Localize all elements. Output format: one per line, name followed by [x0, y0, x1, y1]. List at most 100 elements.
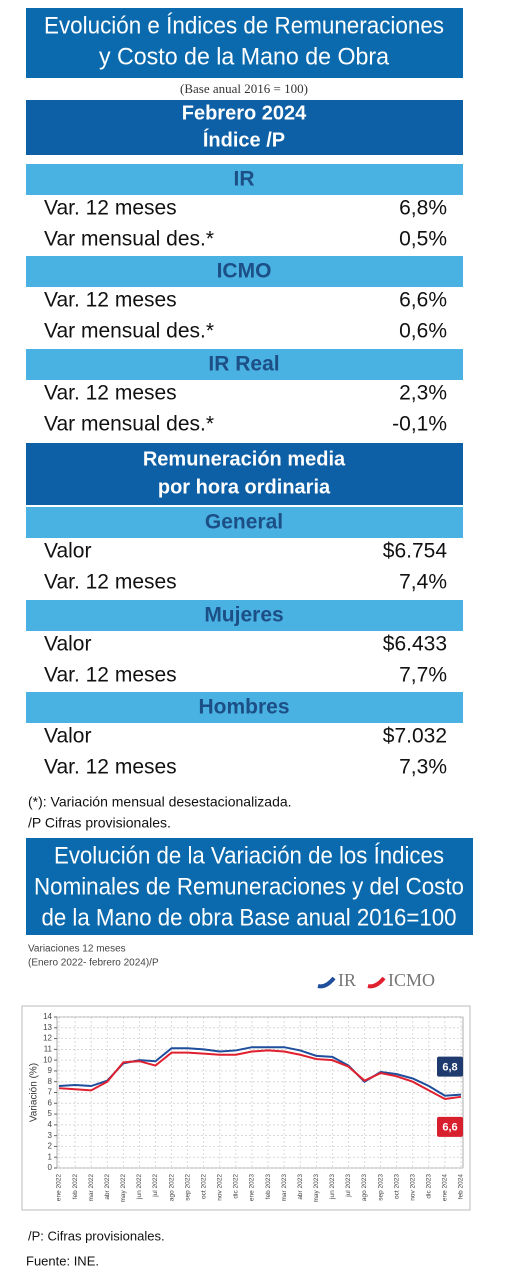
y-tick-label: 5 — [48, 1109, 53, 1118]
group-title: por hora ordinaria — [158, 476, 331, 498]
value-label: 6,8 — [442, 1062, 457, 1074]
row-label: Var mensual des.* — [44, 228, 214, 251]
plot-frame — [21, 1005, 471, 1211]
row-label: Var. 12 meses — [44, 289, 177, 312]
row-value: 7,7% — [399, 664, 447, 687]
x-tick-label: jun 2023 — [329, 1174, 336, 1200]
section-title: ICMO — [217, 260, 272, 283]
x-tick-label: nov 2023 — [409, 1174, 416, 1201]
x-tick-label: ago 2022 — [168, 1174, 175, 1201]
section-header — [26, 600, 463, 631]
base-note: (Base anual 2016 = 100) — [180, 81, 308, 96]
x-tick-label: may 2023 — [313, 1174, 320, 1203]
y-tick-label: 12 — [43, 1034, 52, 1043]
row-label: Var. 12 meses — [44, 197, 177, 220]
section-title: Mujeres — [204, 604, 283, 627]
section-header — [26, 507, 463, 538]
row-label: Valor — [44, 633, 91, 656]
legend-label: IR — [338, 970, 356, 990]
y-tick-label: 13 — [43, 1023, 52, 1032]
row-value: 0,5% — [399, 228, 447, 251]
header-box — [26, 8, 463, 78]
section-title: General — [205, 511, 283, 534]
series-line — [58, 1046, 462, 1097]
row-label: Valor — [44, 725, 91, 748]
chart-title-box — [26, 838, 473, 935]
y-tick-label: 0 — [48, 1163, 53, 1172]
x-tick-label: feb 2024 — [458, 1174, 465, 1200]
y-tick-label: 2 — [48, 1142, 53, 1151]
x-tick-label: feb 2022 — [72, 1174, 79, 1200]
footnote: (*): Variación mensual desestacionalizad… — [28, 794, 292, 810]
y-tick-label: 1 — [48, 1152, 53, 1161]
x-tick-label: dic 2022 — [233, 1174, 240, 1199]
y-tick-label: 9 — [48, 1066, 53, 1075]
x-tick-label: ene 2022 — [56, 1174, 63, 1201]
row-value: 6,8% — [399, 197, 447, 220]
index-label: Índice /P — [203, 128, 285, 151]
y-axis-label: Variación (%) — [29, 1063, 40, 1122]
x-tick-label: feb 2023 — [265, 1174, 272, 1200]
y-tick-label: 4 — [48, 1120, 53, 1129]
y-tick-label: 14 — [43, 1012, 52, 1021]
row-value: $7.032 — [383, 725, 447, 748]
x-tick-label: sep 2022 — [184, 1174, 191, 1201]
y-tick-label: 8 — [48, 1077, 53, 1086]
x-tick-label: jul 2022 — [152, 1174, 159, 1198]
section-title: IR — [234, 168, 255, 191]
section-title: IR Real — [208, 353, 279, 376]
section-title: Hombres — [198, 696, 289, 719]
chart-title: de la Mano de obra Base anual 2016=100 — [42, 904, 457, 931]
row-value: 2,3% — [399, 382, 447, 405]
x-tick-label: oct 2022 — [200, 1174, 207, 1199]
x-tick-label: mar 2023 — [281, 1174, 288, 1202]
x-tick-label: dic 2023 — [426, 1174, 433, 1199]
period: Febrero 2024 — [182, 102, 307, 124]
row-label: Var. 12 meses — [44, 664, 177, 687]
chart-title: Nominales de Remuneraciones y del Costo — [34, 873, 464, 900]
section-header — [26, 164, 463, 195]
x-tick-label: ago 2023 — [361, 1174, 368, 1201]
row-value: $6.433 — [383, 633, 447, 656]
chart-subtitle: Variaciones 12 meses — [28, 944, 126, 955]
x-tick-label: nov 2022 — [217, 1174, 224, 1201]
x-tick-label: abr 2022 — [104, 1174, 111, 1200]
legend-swatch — [367, 976, 386, 989]
section-header — [26, 692, 463, 723]
y-tick-label: 3 — [48, 1131, 53, 1140]
y-tick-label: 11 — [44, 1044, 53, 1053]
x-tick-label: sep 2023 — [377, 1174, 384, 1201]
y-tick-label: 6 — [48, 1098, 53, 1107]
chart-subtitle: (Enero 2022- febrero 2024)/P — [28, 958, 159, 969]
row-value: 0,6% — [399, 320, 447, 343]
row-label: Valor — [44, 540, 91, 563]
y-tick-label: 7 — [48, 1088, 53, 1097]
x-tick-label: ene 2023 — [249, 1174, 256, 1201]
row-value: 7,4% — [399, 571, 447, 594]
legend-swatch — [317, 976, 336, 989]
value-label: 6,6 — [442, 1122, 457, 1134]
row-value: 6,6% — [399, 289, 447, 312]
legend-label: ICMO — [388, 970, 435, 990]
chart-note: /P: Cifras provisionales. — [28, 1228, 165, 1243]
group-title: Remuneración media — [143, 448, 346, 470]
section-header — [26, 349, 463, 380]
x-tick-label: jul 2023 — [345, 1174, 352, 1198]
value-label-box — [437, 1116, 463, 1137]
series-line — [58, 1049, 462, 1101]
row-label: Var. 12 meses — [44, 756, 177, 779]
source: Fuente: INE. — [26, 1253, 99, 1268]
group-box — [26, 443, 463, 505]
row-value: -0,1% — [392, 413, 447, 436]
x-tick-label: may 2022 — [120, 1174, 127, 1203]
x-tick-label: jun 2022 — [136, 1174, 143, 1200]
row-label: Var mensual des.* — [44, 320, 214, 343]
value-label-box — [437, 1056, 463, 1077]
chart-title: Evolución de la Variación de los Índices — [54, 842, 444, 869]
x-tick-label: oct 2023 — [393, 1174, 400, 1199]
x-tick-label: abr 2023 — [297, 1174, 304, 1200]
row-label: Var. 12 meses — [44, 571, 177, 594]
x-tick-label: mar 2022 — [88, 1174, 95, 1202]
section-header — [26, 256, 463, 287]
